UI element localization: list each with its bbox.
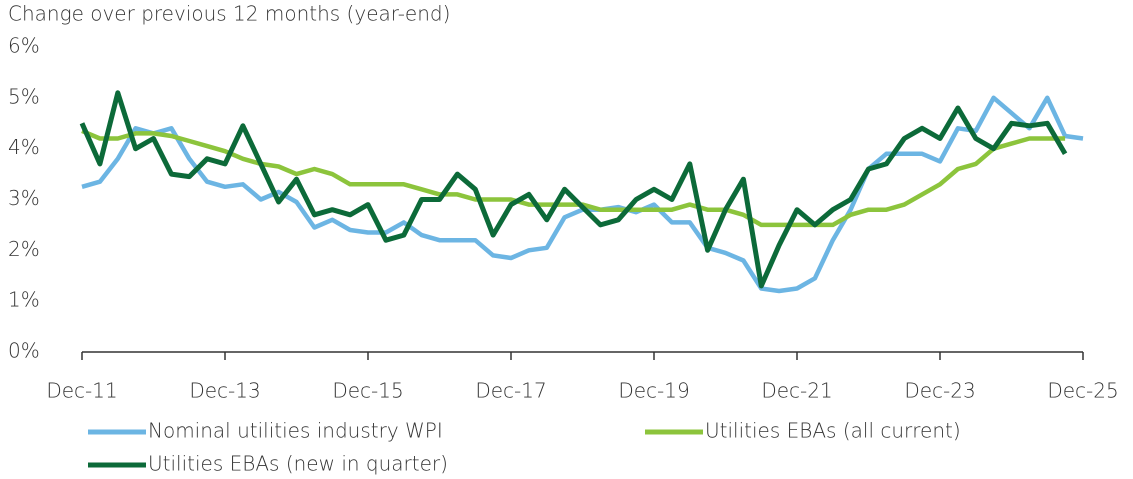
x-tick-label: Dec-25 — [1047, 379, 1118, 403]
x-tick-label: Dec-19 — [618, 379, 689, 403]
x-tick-label: Dec-23 — [904, 379, 975, 403]
series-line — [81, 95, 1084, 294]
y-tick-label: 2% — [8, 237, 40, 261]
y-axis-label: Change over previous 12 months (year-end… — [8, 2, 450, 26]
y-tick-label: 1% — [8, 288, 40, 312]
y-tick-label: 4% — [8, 135, 40, 159]
legend-label: Nominal utilities industry WPI — [148, 419, 443, 443]
x-tick-label: Dec-11 — [46, 379, 117, 403]
y-tick-label: 5% — [8, 84, 40, 108]
series-line — [79, 90, 1068, 289]
y-tick-label: 0% — [8, 339, 40, 363]
x-tick-label: Dec-17 — [475, 379, 546, 403]
series-line — [81, 128, 1066, 228]
x-tick-label: Dec-13 — [189, 379, 260, 403]
y-tick-label: 3% — [8, 186, 40, 210]
legend-label: Utilities EBAs (all current) — [705, 419, 961, 443]
legend-label: Utilities EBAs (new in quarter) — [148, 452, 448, 476]
y-tick-label: 6% — [8, 34, 40, 58]
x-tick-label: Dec-15 — [332, 379, 403, 403]
x-tick-label: Dec-21 — [761, 379, 832, 403]
